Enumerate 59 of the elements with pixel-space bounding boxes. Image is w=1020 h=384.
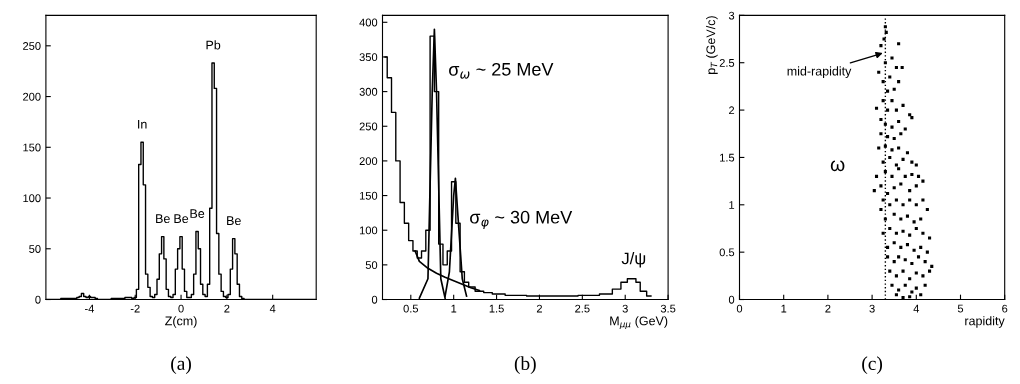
y-axis-title: p$_{T}$ (GeV/c) (706, 16, 718, 74)
y-tick-label: 2.5 (719, 58, 735, 67)
y-tick-label: 0 (728, 295, 735, 304)
y-tick-label: 3 (728, 11, 735, 20)
y-tick-label: 250 (23, 42, 41, 50)
ref-line-label: mid-rapidity (787, 66, 852, 79)
y-tick-label: 350 (359, 53, 378, 62)
annotation: Pb (206, 40, 221, 50)
y-tick-label: 50 (365, 261, 378, 269)
y-tick-label: 0 (371, 295, 378, 304)
y-tick-label: 0 (35, 295, 41, 304)
x-tick-label: 3.5 (660, 304, 676, 313)
y-tick-label: 250 (359, 122, 378, 131)
x-tick-label: 4 (269, 304, 276, 313)
x-tick-label: 5 (957, 304, 964, 313)
x-tick-label: 1 (781, 304, 787, 313)
x-tick-label: 0 (178, 304, 184, 313)
y-tick-label: 1.5 (720, 153, 735, 162)
annotation: In (138, 119, 147, 129)
annotation: Be (227, 216, 241, 226)
x-tick-label: -4 (84, 304, 95, 313)
x-tick-label: 6 (1002, 304, 1008, 313)
annotation: ω (830, 160, 845, 172)
x-axis-title: M$_{μμ}$ (GeV) (610, 316, 668, 330)
y-tick-label: 200 (23, 92, 41, 101)
y-tick-label: 400 (359, 18, 378, 27)
annotation: Be (174, 214, 189, 224)
x-axis-title: rapidity (965, 316, 1005, 328)
x-tick-label: 2.5 (575, 304, 590, 313)
y-tick-label: 2 (729, 106, 735, 115)
y-tick-label: 200 (359, 157, 378, 166)
y-tick-label: 100 (359, 226, 378, 235)
text: (c) (862, 356, 883, 374)
x-tick-label: 0 (736, 304, 743, 313)
x-tick-label: 3 (622, 304, 628, 313)
x-tick-label: 1 (451, 304, 457, 313)
x-tick-label: 3 (869, 304, 875, 313)
x-tick-label: -2 (130, 304, 140, 313)
y-tick-label: 1 (729, 201, 735, 209)
x-tick-label: 2 (825, 304, 831, 313)
y-tick-label: 300 (359, 87, 378, 96)
y-tick-label: 50 (29, 245, 41, 253)
annotation: J/ψ (621, 252, 646, 268)
x-tick-label: 1.5 (489, 304, 504, 313)
annotation: Be (156, 214, 170, 224)
text: (a) (171, 356, 191, 374)
x-axis-title: Z(cm) (165, 316, 197, 328)
annotation: σ$_{φ}$ ~ 30 MeV (470, 210, 573, 229)
x-tick-label: 2 (536, 304, 542, 313)
x-tick-label: 2 (224, 304, 230, 313)
y-tick-label: 0.5 (719, 248, 735, 257)
annotation: σ$_{ω}$ ~ 25 MeV (449, 62, 554, 79)
text: (b) (514, 356, 536, 374)
x-tick-label: 4 (913, 304, 920, 313)
y-tick-label: 150 (359, 191, 378, 200)
x-tick-label: 0.5 (403, 304, 419, 313)
y-tick-label: 100 (23, 194, 41, 203)
y-tick-label: 150 (23, 143, 41, 152)
annotation: Be (190, 209, 205, 218)
